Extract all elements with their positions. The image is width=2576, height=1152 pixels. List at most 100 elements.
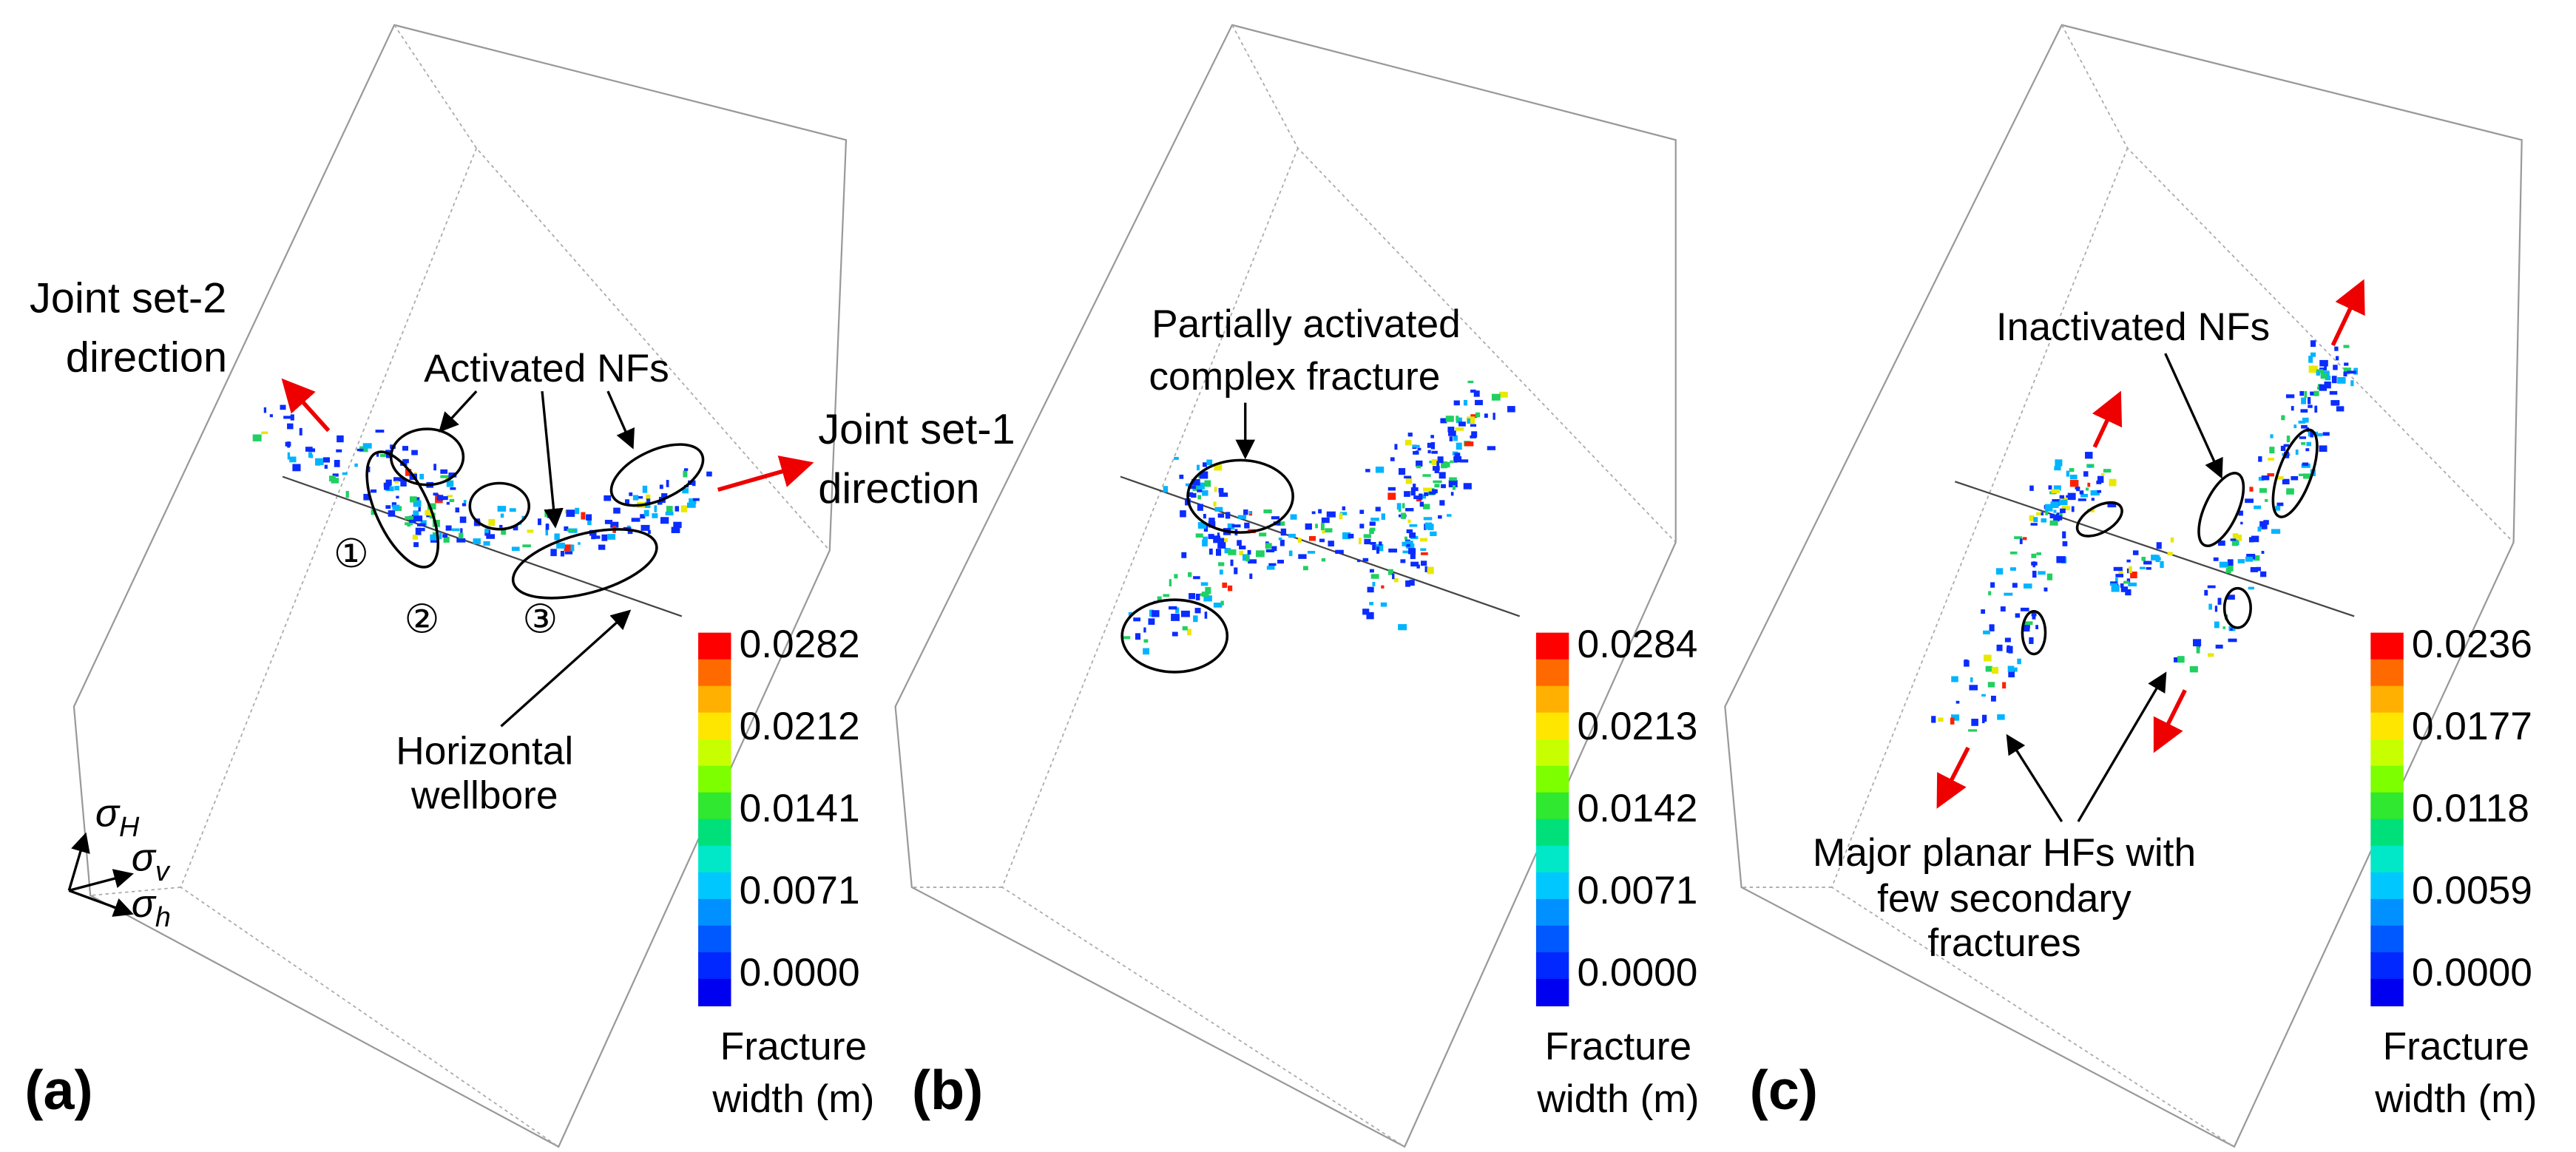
fracture-cell: [1409, 524, 1418, 527]
fracture-cell: [1280, 528, 1287, 536]
fracture-cell: [1416, 460, 1423, 467]
fracture-cell: [2053, 485, 2061, 491]
fracture-cell: [1440, 418, 1447, 424]
fracture-cell: [459, 516, 467, 524]
fracture-cell: [446, 480, 454, 487]
fracture-cell: [2276, 476, 2284, 480]
fracture-cell: [2029, 485, 2034, 491]
fracture-cell: [362, 443, 372, 449]
fracture-cell: [2316, 371, 2320, 376]
fracture-cell: [334, 459, 340, 467]
fracture-cell: [1196, 464, 1200, 471]
fracture-cell: [1321, 558, 1326, 562]
fracture-cell: [394, 477, 404, 481]
fracture-cell: [1245, 554, 1249, 562]
fracture-cell: [2132, 550, 2139, 555]
fracture-cell: [2268, 458, 2274, 461]
fracture-cell: [2075, 487, 2080, 489]
fracture-cell: [1463, 399, 1468, 406]
fracture-cell: [1219, 569, 1223, 575]
colorbar-tick-label: 0.0000: [740, 951, 860, 995]
fracture-cell: [1990, 695, 1996, 702]
fracture-cell: [2029, 515, 2035, 521]
fracture-cell: [1404, 491, 1410, 497]
fracture-cell: [2337, 377, 2346, 384]
fracture-cell: [413, 542, 419, 547]
fracture-cell: [1222, 582, 1228, 588]
fracture-cell: [1964, 660, 1970, 667]
fracture-cell: [2120, 583, 2124, 588]
fracture-cell: [1308, 536, 1316, 541]
fracture-cell: [2049, 513, 2055, 519]
fracture-cell: [1407, 519, 1411, 524]
fracture-cell: [442, 534, 448, 538]
fracture-cell: [1217, 538, 1225, 543]
fracture-cell: [315, 458, 324, 466]
fracture-cell: [1195, 593, 1200, 600]
fracture-cell: [2032, 570, 2037, 578]
fracture-cell: [1379, 541, 1382, 546]
fracture-cell: [2265, 499, 2268, 502]
fracture-cell: [2310, 352, 2316, 357]
colorbar-tick-label: 0.0118: [2412, 787, 2529, 830]
fracture-cell: [2305, 448, 2310, 452]
fracture-cell: [2036, 552, 2041, 555]
fracture-cell: [1413, 495, 1422, 500]
fracture-cell: [386, 452, 392, 458]
fracture-cell: [2044, 504, 2053, 512]
fracture-cell: [2255, 566, 2261, 572]
fracture-cell: [1200, 582, 1208, 586]
fracture-cell: [2056, 556, 2066, 563]
fracture-cell: [1445, 461, 1450, 468]
colorbar-step: [698, 685, 731, 714]
fracture-cell: [2283, 444, 2289, 447]
fracture-cell: [1441, 484, 1446, 489]
fracture-cell: [1380, 602, 1387, 607]
fracture-cell: [497, 506, 507, 512]
colorbar-step: [1535, 712, 1569, 740]
fracture-cell: [1224, 548, 1228, 554]
colorbar-title: Fracture: [720, 1025, 867, 1068]
fracture-cell: [660, 517, 669, 524]
fracture-cell: [1449, 436, 1453, 441]
fracture-cell: [1970, 677, 1973, 682]
fracture-cell: [1249, 573, 1253, 579]
fracture-cell: [1413, 450, 1419, 455]
fracture-cell: [2032, 561, 2035, 568]
fracture-cell: [1326, 511, 1336, 518]
fracture-cell: [1473, 390, 1480, 397]
fracture-cell: [1248, 559, 1257, 564]
fracture-cell: [1234, 567, 1238, 575]
fracture-cell: [2007, 645, 2010, 651]
fracture-cell: [2230, 538, 2237, 541]
fracture-cell: [415, 527, 422, 535]
fracture-cell: [509, 508, 516, 512]
fracture-cell: [299, 427, 302, 436]
fracture-cell: [433, 492, 439, 496]
fracture-cell: [1417, 447, 1421, 451]
fracture-cell: [1277, 521, 1285, 526]
fracture-cell: [627, 529, 633, 535]
subscript: h: [155, 902, 171, 933]
colorbar-tick-label: 0.0282: [740, 623, 860, 666]
fracture-cell: [2299, 473, 2305, 476]
fracture-cell: [1143, 639, 1149, 643]
fracture-cell: [575, 507, 580, 515]
fracture-cell: [1955, 700, 1960, 704]
fracture-cell: [1981, 694, 1986, 697]
fracture-cell: [554, 533, 560, 541]
stress-label: σv: [132, 836, 171, 887]
fracture-cell: [2298, 420, 2306, 424]
fracture-cell: [1259, 532, 1267, 537]
colorbar-step: [2370, 739, 2404, 767]
fracture-cell: [2046, 573, 2053, 580]
fracture-cell: [1187, 492, 1194, 497]
fracture-cell: [400, 478, 406, 485]
fracture-cell: [1404, 536, 1407, 540]
fracture-cell: [640, 514, 646, 519]
symbol: σ: [132, 836, 157, 880]
fracture-cell: [1449, 477, 1457, 481]
fracture-cell: [2107, 503, 2117, 508]
fracture-cell: [2038, 571, 2046, 575]
colorbar-tick-label: 0.0236: [2412, 623, 2532, 666]
